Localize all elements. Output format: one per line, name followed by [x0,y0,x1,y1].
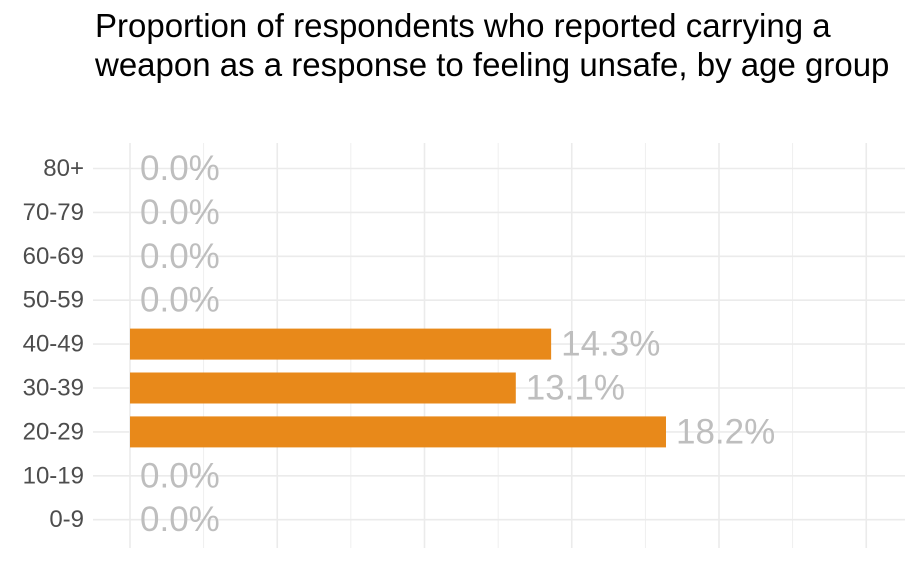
y-axis-tick-label: 30-39 [23,375,84,402]
value-label: 18.2% [676,412,775,451]
bar [130,416,666,448]
y-axis-tick-label: 50-59 [23,287,84,314]
bars [130,328,666,448]
value-label: 0.0% [140,500,220,539]
bar [130,328,552,360]
y-axis-tick-label: 40-49 [23,331,84,358]
y-axis-tick-label: 80+ [43,155,84,182]
value-label: 14.3% [561,325,660,364]
value-label: 0.0% [140,456,220,495]
value-label: 0.0% [140,149,220,188]
y-axis-tick-label: 10-19 [23,462,84,489]
value-label: 0.0% [140,193,220,232]
bar [130,372,516,404]
grid-lines [93,143,905,548]
y-axis-tick-label: 60-69 [23,243,84,270]
value-labels: 0.0% 0.0% 0.0% 0.0% 14.3% 13.1% 18.2% 0.0% 0.0% [140,149,775,539]
y-axis-tick-label: 20-29 [23,418,84,445]
y-axis-tick-labels: 80+ 70-79 60-69 50-59 40-49 30-39 20-29 10-19 0-… [23,155,84,533]
value-label: 0.0% [140,281,220,320]
y-axis-tick-label: 0-9 [49,506,84,533]
chart-title: Proportion of respondents who reported c… [95,7,890,83]
y-axis-tick-label: 70-79 [23,199,84,226]
value-label: 13.1% [526,369,625,408]
value-label: 0.0% [140,237,220,276]
